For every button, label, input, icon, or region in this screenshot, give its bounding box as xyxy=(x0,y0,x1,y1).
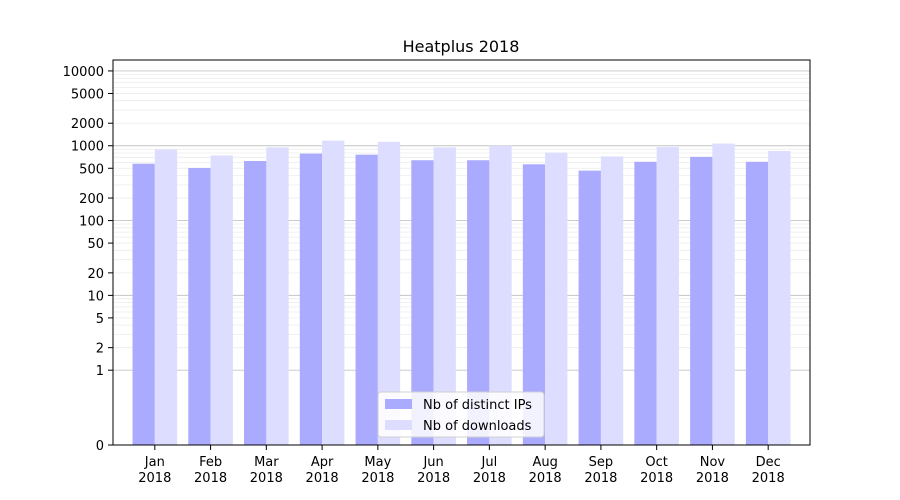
x-tick-label-year: 2018 xyxy=(752,471,785,486)
bar-downloads xyxy=(600,156,624,445)
bar-distinct-ips xyxy=(411,160,434,445)
x-tick-label-year: 2018 xyxy=(473,471,506,486)
x-tick-label-year: 2018 xyxy=(138,471,171,486)
axes-layer: Jan2018Feb2018Mar2018Apr2018May2018Jun20… xyxy=(63,59,811,486)
y-tick-label: 2000 xyxy=(71,117,104,132)
x-tick-label-month: Jul xyxy=(481,455,498,470)
bars-layer xyxy=(132,140,791,445)
x-tick-label-year: 2018 xyxy=(529,471,562,486)
x-tick-label-month: Mar xyxy=(254,455,279,470)
y-tick-label: 100 xyxy=(79,215,104,230)
bar-downloads xyxy=(266,147,289,445)
bar-downloads xyxy=(656,147,679,445)
y-tick-label: 50 xyxy=(87,237,104,252)
x-tick-label-year: 2018 xyxy=(250,471,283,486)
x-tick-label-year: 2018 xyxy=(194,471,227,486)
x-tick-label-month: Jun xyxy=(422,455,443,470)
x-tick-label-month: Feb xyxy=(199,455,222,470)
bar-distinct-ips xyxy=(745,161,769,445)
bar-downloads xyxy=(322,140,345,445)
bar-distinct-ips xyxy=(132,163,155,445)
bar-distinct-ips xyxy=(634,161,657,445)
bar-distinct-ips xyxy=(467,160,490,445)
x-tick-label-month: Jan xyxy=(144,455,165,470)
y-tick-label: 0 xyxy=(96,439,104,454)
legend-label: Nb of distinct IPs xyxy=(423,398,532,413)
y-tick-label: 500 xyxy=(79,162,104,177)
bar-downloads xyxy=(768,151,791,445)
y-tick-label: 2 xyxy=(96,342,104,357)
chart-title: Heatplus 2018 xyxy=(403,37,520,56)
bar-downloads xyxy=(154,149,178,445)
y-tick-label: 10000 xyxy=(63,65,104,80)
y-tick-label: 200 xyxy=(79,192,104,207)
y-tick-label: 5 xyxy=(96,312,104,327)
bar-downloads xyxy=(433,147,456,445)
x-tick-label-month: Nov xyxy=(700,455,726,470)
y-tick-label: 5000 xyxy=(71,87,104,102)
x-tick-label-month: May xyxy=(364,455,391,470)
x-tick-label-year: 2018 xyxy=(361,471,394,486)
legend-box xyxy=(377,391,545,438)
bar-downloads xyxy=(712,143,735,445)
x-tick-label-year: 2018 xyxy=(696,471,729,486)
legend-swatch xyxy=(385,420,412,430)
bar-distinct-ips xyxy=(522,164,546,445)
plot-frame xyxy=(112,59,811,446)
x-tick-label-month: Oct xyxy=(645,455,667,470)
bar-distinct-ips xyxy=(690,156,713,445)
x-tick-label-year: 2018 xyxy=(417,471,450,486)
y-tick-label: 20 xyxy=(87,267,104,282)
legend-swatch xyxy=(385,399,412,409)
bar-downloads xyxy=(210,155,233,445)
x-tick-label-month: Dec xyxy=(756,455,781,470)
y-tick-label: 10 xyxy=(87,289,104,304)
bar-distinct-ips xyxy=(244,161,267,445)
x-tick-label-year: 2018 xyxy=(306,471,339,486)
bar-downloads xyxy=(545,152,568,445)
y-tick-label: 1000 xyxy=(71,140,104,155)
legend-label: Nb of downloads xyxy=(423,419,532,434)
x-tick-label-year: 2018 xyxy=(584,471,617,486)
bar-downloads xyxy=(489,145,512,445)
bar-distinct-ips xyxy=(578,170,601,445)
bar-distinct-ips xyxy=(355,154,378,445)
x-tick-label-month: Apr xyxy=(311,455,334,470)
bar-distinct-ips xyxy=(299,153,323,445)
y-tick-label: 1 xyxy=(96,364,104,379)
bar-distinct-ips xyxy=(188,167,211,445)
x-tick-label-month: Sep xyxy=(589,455,614,470)
x-tick-label-year: 2018 xyxy=(640,471,673,486)
x-tick-label-month: Aug xyxy=(532,455,557,470)
legend: Nb of distinct IPs Nb of downloads xyxy=(377,391,545,438)
bar-downloads xyxy=(377,141,401,445)
